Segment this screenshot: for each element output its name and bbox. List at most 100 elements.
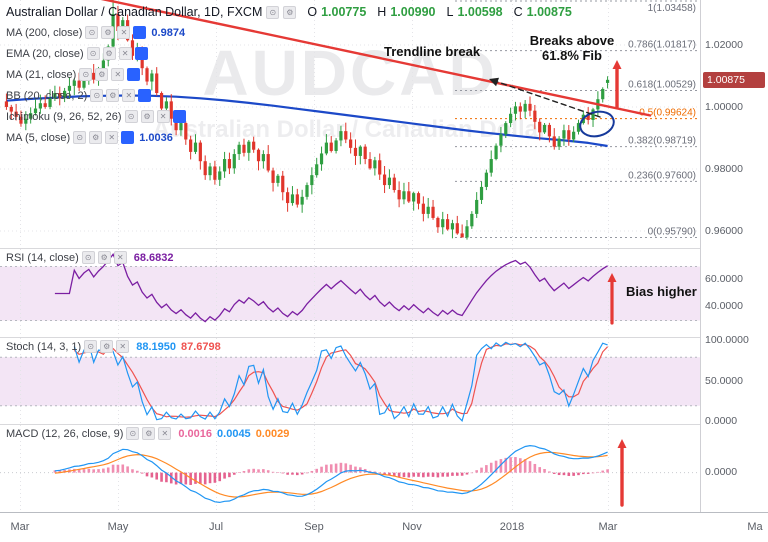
time-axis-label: Ma [747, 521, 763, 533]
fib-level-label: 1(1.03458) [648, 3, 696, 14]
fib-level-label: 0(0.95790) [648, 226, 696, 237]
price-pane[interactable]: AUDCAD Australian Dollar / Canadian Doll… [0, 0, 700, 248]
high-value: 1.00990 [390, 5, 436, 19]
eye-icon[interactable]: ⊙ [86, 47, 100, 60]
axis-label: 0.98000 [705, 162, 743, 175]
macd-header: MACD (12, 26, close, 9) ⊙ ⚙ ✕ 0.0016 0.0… [6, 427, 289, 440]
eye-icon[interactable]: ⊙ [90, 89, 104, 102]
settings-icon[interactable]: ⚙ [97, 251, 111, 264]
close-icon[interactable]: ✕ [111, 68, 125, 81]
macd-hist-value: 0.0016 [178, 427, 213, 440]
axis-label: 60.0000 [705, 273, 743, 285]
indicator-label: Ichimoku (9, 26, 52, 26) [6, 110, 122, 123]
settings-icon[interactable]: ⚙ [100, 340, 114, 353]
macd-pane[interactable]: MACD (12, 26, close, 9) ⊙ ⚙ ✕ 0.0016 0.0… [0, 424, 700, 512]
close-icon[interactable]: ✕ [156, 110, 170, 123]
settings-icon[interactable]: ⚙ [140, 110, 154, 123]
eye-icon[interactable]: ⊙ [73, 131, 87, 144]
close-icon[interactable]: ✕ [158, 427, 172, 440]
axis-label: 40.0000 [705, 300, 743, 312]
close-icon[interactable]: ✕ [105, 131, 119, 144]
price-chart-canvas[interactable]: 1(1.03458) 0.786(1.01817) 0.618(1.00529) 0.… [0, 0, 700, 248]
indicator-label: MA (5, close) [6, 131, 71, 144]
annotation-trendline-break: Trendline break [384, 44, 481, 59]
open-label: O [307, 5, 318, 19]
stoch-header: Stoch (14, 3, 1) ⊙ ⚙ ✕ 88.1950 87.6798 [6, 340, 221, 353]
settings-icon[interactable]: ⚙ [89, 131, 103, 144]
last-price-badge: 1.00875 [703, 71, 765, 88]
settings-icon[interactable]: ⚙ [102, 47, 116, 60]
indicator-label: EMA (20, close) [6, 47, 84, 60]
eye-icon[interactable]: ⊙ [84, 340, 98, 353]
color-chip[interactable] [127, 68, 141, 81]
eye-icon[interactable]: ⊙ [266, 5, 280, 19]
axis-label: 100.0000 [705, 334, 749, 346]
axis-label: 0.96000 [705, 224, 743, 237]
indicator-legend-row: MA (21, close) ⊙ ⚙ ✕ [6, 64, 572, 85]
color-chip[interactable] [134, 47, 148, 60]
rsi-header: RSI (14, close) ⊙ ⚙ ✕ 68.6832 [6, 251, 174, 264]
fib-level-label: 0.618(1.00529) [628, 80, 696, 91]
close-icon[interactable]: ✕ [113, 251, 127, 264]
rsi-chart-canvas[interactable] [0, 249, 700, 337]
macd-signal-value: 0.0029 [255, 427, 290, 440]
time-axis-label: Mar [10, 521, 30, 533]
indicator-value: 1.0036 [139, 131, 173, 144]
indicator-legend-row: Ichimoku (9, 26, 52, 26) ⊙ ⚙ ✕ [6, 106, 572, 127]
settings-icon[interactable]: ⚙ [95, 68, 109, 81]
rsi-pane[interactable]: RSI (14, close) ⊙ ⚙ ✕ 68.6832 [0, 248, 700, 337]
eye-icon[interactable]: ⊙ [85, 26, 99, 39]
low-value: 1.00598 [457, 5, 503, 19]
time-axis-label: Nov [402, 521, 422, 533]
settings-icon[interactable]: ⚙ [142, 427, 156, 440]
close-icon[interactable]: ✕ [122, 89, 136, 102]
low-label: L [446, 5, 454, 19]
rsi-value: 68.6832 [133, 251, 174, 264]
stoch-title: Stoch (14, 3, 1) [6, 340, 82, 353]
fib-level-label: 0.382(0.98719) [628, 136, 696, 147]
high-label: H [377, 5, 387, 19]
stoch-pane[interactable]: Stoch (14, 3, 1) ⊙ ⚙ ✕ 88.1950 87.6798 [0, 337, 700, 424]
symbol-title-row: Australian Dollar / Canadian Dollar, 1D,… [6, 2, 572, 22]
close-label: C [513, 5, 523, 19]
close-icon[interactable]: ✕ [118, 47, 132, 60]
open-value: 1.00775 [321, 5, 367, 19]
indicator-label: MA (21, close) [6, 68, 77, 81]
stoch-chart-canvas[interactable] [0, 338, 700, 424]
axis-label: 50.0000 [705, 374, 743, 387]
annotation-bias-higher: Bias higher [626, 284, 697, 299]
axis-label: 1.00000 [705, 100, 743, 113]
eye-icon[interactable]: ⊙ [126, 427, 140, 440]
axis-label: 0.0000 [705, 415, 738, 427]
time-axis[interactable]: Mar May Jul Sep Nov 2018 Mar Ma [0, 512, 768, 542]
color-chip[interactable] [138, 89, 152, 102]
stoch-k-value: 88.1950 [136, 340, 176, 353]
rsi-title: RSI (14, close) [6, 251, 79, 264]
axis-label: 0.0000 [705, 465, 738, 478]
close-icon[interactable]: ✕ [117, 26, 131, 39]
close-icon[interactable]: ✕ [116, 340, 130, 353]
time-axis-label: Sep [304, 521, 324, 533]
indicator-legend-row: MA (200, close) ⊙ ⚙ ✕ 0.9874 [6, 22, 572, 43]
macd-line-value: 0.0045 [217, 427, 251, 440]
indicator-legend-row: BB (20, close, 2) ⊙ ⚙ ✕ [6, 85, 572, 106]
axis-label: 1.02000 [705, 38, 743, 51]
eye-icon[interactable]: ⊙ [81, 251, 95, 264]
settings-icon[interactable]: ⚙ [283, 5, 297, 19]
color-chip[interactable] [121, 131, 135, 144]
eye-icon[interactable]: ⊙ [79, 68, 93, 81]
settings-icon[interactable]: ⚙ [101, 26, 115, 39]
time-axis-label: Mar [598, 521, 618, 533]
fib-level-label: 0.786(1.01817) [628, 40, 696, 51]
eye-icon[interactable]: ⊙ [124, 110, 138, 123]
indicator-legend-row: EMA (20, close) ⊙ ⚙ ✕ [6, 43, 572, 64]
indicator-value: 0.9874 [151, 26, 186, 39]
color-chip[interactable] [133, 26, 147, 39]
fib-level-label: 0.236(0.97600) [628, 170, 696, 181]
color-chip[interactable] [172, 110, 186, 123]
settings-icon[interactable]: ⚙ [106, 89, 120, 102]
macd-chart-canvas[interactable] [0, 425, 700, 512]
price-axis[interactable]: 1.02000 1.00000 0.98000 0.96000 1.00875 60.00… [700, 0, 768, 512]
legend: Australian Dollar / Canadian Dollar, 1D,… [6, 2, 572, 148]
